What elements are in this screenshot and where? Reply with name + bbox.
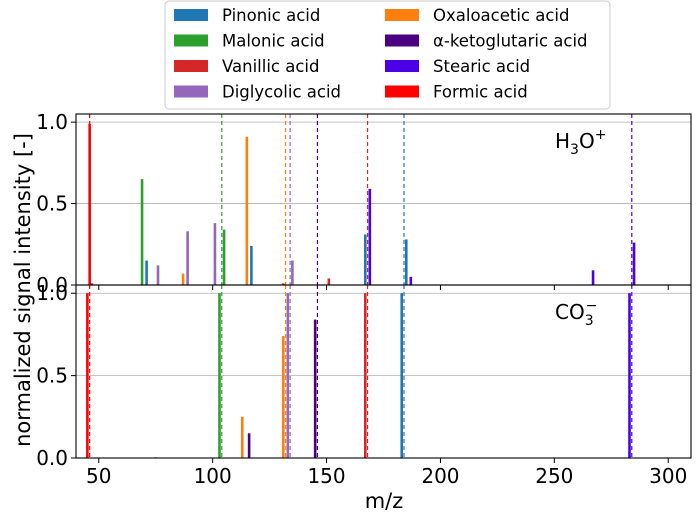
legend-swatch [385,60,419,72]
x-tick-label: 300 [649,464,687,488]
bar [213,223,217,285]
legend-swatch [385,34,419,47]
bar [240,416,244,458]
bar [186,231,189,285]
bar [281,283,285,285]
x-tick-label: 250 [535,464,573,488]
bar [245,136,249,285]
x-tick-label: 200 [421,464,459,488]
bar [404,239,408,285]
bar [218,293,221,458]
y-tick-label: 1.0 [36,110,68,134]
y-axis-label: normalized signal intensity [-] [11,133,35,447]
panel-1: 0.0 0.5 1.0 H3O+ [36,110,692,297]
bar [327,278,331,285]
legend-label: Formic acid [433,83,528,102]
bar [313,319,317,458]
x-axis-label: m/z [365,489,404,513]
legend-swatch [174,85,208,98]
y-tick-label: 1.0 [36,281,68,305]
legend-item: Formic acid [385,83,528,102]
legend-item: Pinonic acid [174,6,320,25]
bar [250,245,253,285]
legend-label: Vanillic acid [222,57,319,76]
chart-legend: Pinonic acid Malonic acid Vanillic acid Dig… [164,0,611,110]
legend-label: Malonic acid [222,32,325,51]
bar [90,283,94,285]
bar [368,188,372,285]
bar [409,276,413,285]
x-tick-label: 100 [194,464,232,488]
chart-panels: 0.0 0.5 1.0 H3O+ 0.0 0.5 1.0 50 100 150 200 250 300 C… [36,110,692,488]
bar [145,260,148,285]
bar [281,336,285,458]
y-tick-label: 0.0 [36,446,68,470]
legend-swatch [174,9,208,21]
legend-item: Malonic acid [174,32,325,51]
legend-item: Diglycolic acid [174,83,341,102]
panel-2: 0.0 0.5 1.0 50 100 150 200 250 300 CO3− [36,281,692,488]
bar [247,433,251,458]
legend-item: Oxaloacetic acid [385,6,570,25]
reagent-ion-label: H3O+ [555,127,606,158]
bar [88,123,91,286]
bar [363,234,367,285]
legend-swatch [385,85,419,98]
panel-frame [75,284,692,459]
legend-frame [164,0,611,110]
bar [291,260,294,285]
x-tick-label: 150 [307,464,345,488]
bar [286,293,290,458]
legend-label: Diglycolic acid [222,83,341,102]
bar [222,229,226,285]
y-tick-label: 0.5 [36,192,68,216]
y-tick-label: 0.0 [36,273,68,297]
legend-swatch [385,9,419,21]
bar [591,270,595,285]
legend-label: Pinonic acid [222,6,320,25]
x-tick-label: 50 [86,464,111,488]
bar [86,293,89,458]
legend-label: Stearic acid [433,57,530,76]
bar [632,242,636,285]
legend-item: α-ketoglutaric acid [385,32,588,51]
bar [400,293,404,458]
legend-swatch [174,60,208,72]
bar [140,179,144,285]
bar [181,273,185,285]
legend-swatch [174,34,208,47]
legend-item: Vanillic acid [174,57,319,76]
bar [628,293,631,458]
legend-item: Stearic acid [385,57,530,76]
bar [156,265,160,285]
reagent-ion-label: CO3− [555,298,597,329]
bar [363,293,367,458]
legend-label: Oxaloacetic acid [433,6,570,25]
legend-label: α-ketoglutaric acid [433,32,588,51]
y-tick-label: 0.5 [36,364,68,388]
